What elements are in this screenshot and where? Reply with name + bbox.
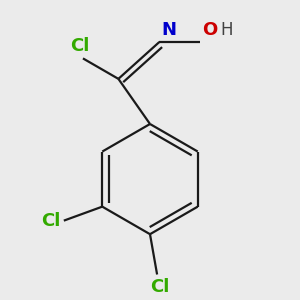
Text: N: N bbox=[161, 22, 176, 40]
Text: Cl: Cl bbox=[151, 278, 170, 296]
Text: O: O bbox=[202, 22, 218, 40]
Text: Cl: Cl bbox=[41, 212, 61, 230]
Text: H: H bbox=[221, 22, 233, 40]
Text: Cl: Cl bbox=[70, 37, 89, 55]
